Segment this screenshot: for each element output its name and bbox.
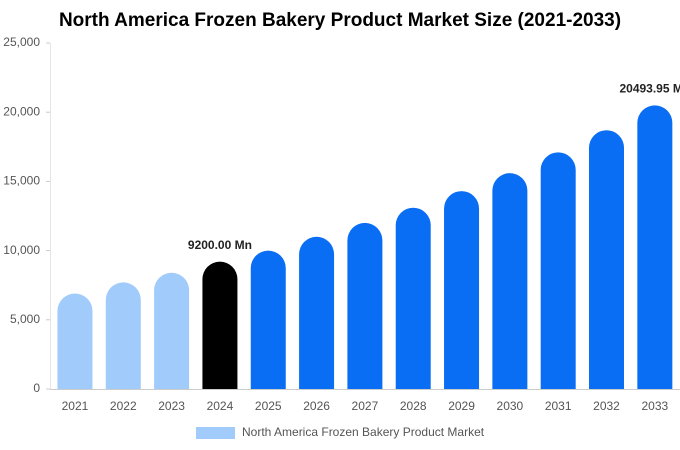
legend-swatch bbox=[196, 427, 235, 439]
bar bbox=[540, 152, 576, 389]
value-label: 9200.00 Mn bbox=[188, 238, 252, 252]
x-tick-label: 2033 bbox=[641, 399, 668, 413]
bar bbox=[250, 250, 286, 389]
y-tick-label: 20,000 bbox=[3, 104, 40, 118]
x-tick-label: 2021 bbox=[62, 399, 89, 413]
x-tick-label: 2032 bbox=[593, 399, 620, 413]
bar bbox=[154, 272, 190, 389]
x-tick-label: 2025 bbox=[255, 399, 282, 413]
x-tick-label: 2023 bbox=[158, 399, 185, 413]
x-tick-label: 2027 bbox=[352, 399, 379, 413]
bar bbox=[299, 236, 335, 389]
bar bbox=[444, 191, 480, 389]
bar bbox=[395, 207, 431, 389]
bar bbox=[105, 282, 141, 389]
y-tick-label: 25,000 bbox=[3, 35, 40, 49]
x-tick-label: 2026 bbox=[303, 399, 330, 413]
x-tick-label: 2031 bbox=[545, 399, 572, 413]
x-tick-label: 2030 bbox=[497, 399, 524, 413]
bar bbox=[57, 293, 93, 389]
chart-title: North America Frozen Bakery Product Mark… bbox=[59, 10, 621, 31]
x-tick-label: 2022 bbox=[110, 399, 137, 413]
y-tick-label: 10,000 bbox=[3, 243, 40, 257]
y-tick-label: 15,000 bbox=[3, 174, 40, 188]
bar bbox=[202, 261, 238, 389]
y-tick-label: 5,000 bbox=[10, 312, 40, 326]
value-label: 20493.95 Mn bbox=[619, 82, 680, 96]
y-tick-label: 0 bbox=[33, 381, 40, 395]
bar bbox=[589, 130, 625, 389]
bar bbox=[637, 105, 673, 389]
x-tick-label: 2029 bbox=[448, 399, 475, 413]
legend-label: North America Frozen Bakery Product Mark… bbox=[242, 425, 485, 439]
x-tick-label: 2024 bbox=[207, 399, 234, 413]
x-tick-label: 2028 bbox=[400, 399, 427, 413]
bar bbox=[347, 222, 383, 389]
bar bbox=[492, 173, 528, 389]
